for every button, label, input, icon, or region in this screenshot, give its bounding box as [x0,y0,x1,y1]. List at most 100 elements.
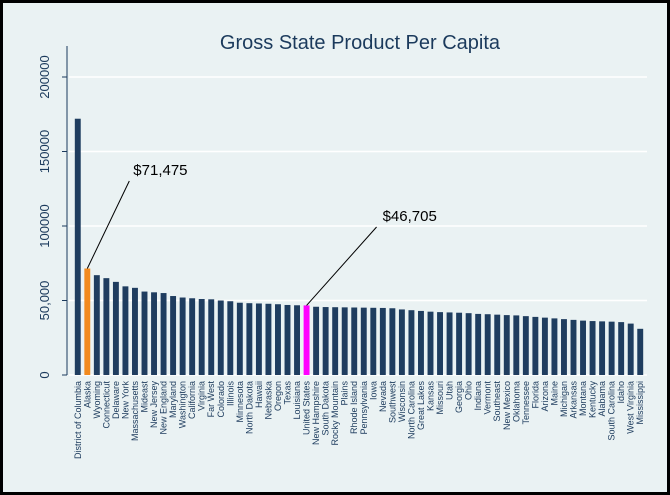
category-label-new-mexico: New Mexico [502,381,512,430]
bar-oregon [275,304,281,375]
category-label-rhode-island: Rhode Island [349,381,359,434]
category-label-massachusetts: Massachusetts [130,381,140,442]
category-label-south-carolina: South Carolina [607,381,617,441]
bar-arizona [542,318,548,375]
bar-maine [551,318,557,375]
bar-district-of-columbia [75,119,81,375]
category-label-maryland: Maryland [168,381,178,418]
bar-florida [532,317,538,375]
category-label-far-west: Far West [206,381,216,418]
category-label-district-of-columbia: District of Columbia [73,381,83,459]
category-label-ohio: Ohio [464,381,474,400]
bar-mideast [142,292,148,375]
category-label-maine: Maine [549,381,559,406]
bar-kansas [428,312,434,375]
category-label-louisiana: Louisiana [292,381,302,420]
category-label-southeast: Southeast [492,381,502,422]
bar-arkansas [571,320,577,375]
bar-plains [342,307,348,375]
category-label-new-hampshire: New Hampshire [311,381,321,445]
category-label-montana: Montana [578,381,588,416]
chart-title: Gross State Product Per Capita [220,32,501,54]
bar-california [189,298,195,375]
bar-tennessee [523,316,529,375]
category-label-tennessee: Tennessee [521,381,531,425]
category-label-washington: Washington [178,381,188,428]
bar-louisiana [294,305,300,375]
category-label-indiana: Indiana [473,381,483,411]
bar-alabama [599,321,605,375]
bar-connecticut [103,278,109,375]
bar-alaska [84,269,90,375]
category-label-iowa: Iowa [368,381,378,400]
category-label-alabama: Alabama [597,381,607,417]
category-label-utah: Utah [445,381,455,400]
category-label-hawaii: Hawaii [254,381,264,408]
bar-great-lakes [418,311,424,375]
category-label-minnesota: Minnesota [235,381,245,423]
category-label-virginia: Virginia [197,381,207,411]
bar-new-york [122,286,128,375]
category-label-georgia: Georgia [454,381,464,413]
category-label-southwest: Southwest [387,381,397,424]
bar-maryland [170,296,176,375]
category-label-arizona: Arizona [540,381,550,412]
bar-pennsylvania [361,308,367,375]
y-tick-label: 150000 [37,130,52,173]
bar-rocky-mountain [332,307,338,375]
bar-illinois [227,301,233,375]
bar-rhode-island [351,308,357,375]
y-axis-ticks: 050,000100000150000200000 [37,55,67,378]
category-label-oklahoma: Oklahoma [511,381,521,422]
bar-iowa [370,308,376,375]
category-label-alaska: Alaska [82,381,92,408]
category-label-nevada: Nevada [378,381,388,412]
bar-virginia [199,299,205,375]
bar-nevada [380,308,386,375]
category-label-oregon: Oregon [273,381,283,411]
bar-new-jersey [151,292,157,375]
bar-wyoming [94,275,100,375]
category-label-west-virginia: West Virginia [626,381,636,434]
bar-far-west [208,299,214,375]
bar-indiana [475,314,481,375]
category-label-pennsylvania: Pennsylvania [359,381,369,435]
bar-south-carolina [609,322,615,375]
category-label-mississippi: Mississippi [635,381,645,425]
bar-north-dakota [246,303,252,375]
category-label-north-dakota: North Dakota [244,381,254,434]
category-label-colorado: Colorado [216,381,226,418]
bar-massachusetts [132,288,138,375]
category-label-arkansas: Arkansas [569,381,579,419]
category-label-new-england: New England [159,381,169,435]
bar-southwest [389,308,395,375]
category-label-rocky-mountain: Rocky Mountain [330,381,340,446]
bar-united-states [304,305,310,375]
y-tick-label: 100000 [37,204,52,247]
annotation-united-states: $46,705 [383,208,437,225]
category-label-delaware: Delaware [111,381,121,419]
category-label-nebraska: Nebraska [263,381,273,420]
bar-missouri [437,312,443,375]
bar-colorado [218,301,224,376]
category-label-illinois: Illinois [225,381,235,407]
bar-oklahoma [513,315,519,375]
category-label-south-dakota: South Dakota [321,381,331,436]
bar-washington [180,298,186,375]
category-label-plains: Plains [340,381,350,406]
bar-michigan [561,319,567,375]
category-label-wyoming: Wyoming [92,381,102,418]
bar-ohio [466,313,472,375]
category-label-michigan: Michigan [559,381,569,417]
bar-mississippi [637,329,643,375]
category-label-new-jersey: New Jersey [149,381,159,429]
category-label-great-lakes: Great Lakes [416,381,426,431]
bar-chart: Gross State Product Per Capita 0 50,000 10… [3,3,667,492]
bar-minnesota [237,303,243,375]
bar-kentucky [590,321,596,375]
bar-south-dakota [323,307,329,375]
category-label-kentucky: Kentucky [588,381,598,419]
bar-north-carolina [408,310,414,375]
bar-wisconsin [399,309,405,375]
